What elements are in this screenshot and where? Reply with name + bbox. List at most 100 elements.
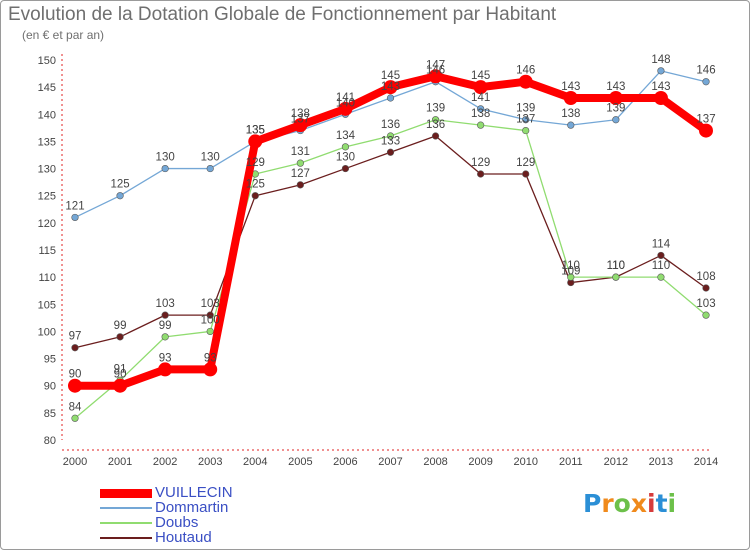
data-label: 143: [561, 81, 580, 93]
legend-swatch: [100, 507, 152, 509]
data-label: 127: [291, 168, 310, 180]
data-label: 146: [696, 65, 715, 77]
data-label: 130: [336, 152, 355, 164]
data-label: 100: [201, 314, 220, 326]
data-point: [431, 116, 440, 124]
y-tick-label: 135: [38, 136, 56, 148]
y-tick-label: 150: [38, 55, 56, 67]
data-label: 138: [471, 108, 490, 120]
data-point: [203, 362, 218, 377]
data-point: [113, 378, 128, 393]
data-point: [206, 327, 214, 336]
y-tick-label: 85: [44, 408, 56, 420]
y-tick-label: 115: [38, 245, 56, 257]
series-line: [74, 135, 707, 349]
legend-label: Doubs: [155, 514, 199, 531]
logo-letter: i: [647, 489, 656, 518]
data-label: 110: [607, 260, 625, 272]
data-label: 130: [201, 152, 220, 164]
data-label: 137: [696, 114, 715, 126]
chart-subtitle: (en € et par an): [22, 28, 105, 42]
data-point: [251, 192, 259, 200]
logo-letter: o: [613, 489, 631, 518]
series-vuillecin: [68, 69, 713, 393]
data-point: [296, 181, 304, 189]
data-label: 110: [562, 260, 580, 272]
x-tick-label: 2009: [468, 456, 492, 468]
data-label: 143: [651, 81, 670, 93]
data-point: [71, 344, 79, 352]
y-tick-label: 145: [38, 82, 56, 94]
data-label: 130: [156, 152, 175, 164]
data-label: 139: [516, 103, 535, 115]
data-point: [477, 170, 485, 178]
legend-label: Houtaud: [155, 529, 212, 546]
data-point: [71, 414, 79, 422]
data-label: 139: [426, 103, 445, 115]
series-houtaud: [71, 132, 710, 352]
data-label: 138: [561, 108, 580, 120]
data-label: 143: [381, 81, 400, 93]
data-point: [518, 74, 533, 89]
data-point: [657, 67, 665, 75]
data-label: 109: [561, 266, 580, 278]
data-label: 139: [606, 103, 625, 115]
data-point: [522, 170, 530, 178]
data-point: [248, 134, 263, 149]
legend-item-doubs: Doubs: [100, 514, 340, 531]
data-label: 136: [381, 119, 400, 131]
data-label: 141: [471, 92, 490, 104]
y-tick-label: 125: [38, 191, 56, 203]
x-tick-label: 2006: [333, 456, 357, 468]
x-tick-label: 2001: [108, 456, 132, 468]
data-label: 135: [246, 124, 265, 136]
data-point: [116, 333, 124, 341]
data-point: [431, 132, 440, 140]
x-tick-label: 2008: [423, 456, 447, 468]
legend-swatch: [100, 537, 152, 539]
data-label: 121: [65, 200, 84, 212]
data-point: [563, 91, 578, 105]
data-label: 103: [156, 298, 175, 310]
data-point: [386, 148, 395, 156]
y-tick-label: 95: [44, 354, 56, 366]
data-point: [68, 378, 82, 393]
data-label: 108: [696, 271, 715, 283]
data-point: [473, 80, 488, 95]
legend-swatch: [100, 488, 152, 498]
data-point: [296, 159, 304, 167]
data-point: [522, 116, 530, 124]
data-label: 90: [69, 369, 82, 381]
data-point: [522, 126, 530, 135]
chart-title: Evolution de la Dotation Globale de Fonc…: [8, 4, 557, 25]
x-tick-label: 2002: [153, 456, 177, 468]
data-point: [657, 251, 665, 260]
data-point: [116, 192, 124, 200]
data-label: 90: [114, 369, 127, 381]
data-point: [338, 101, 353, 116]
logo-letter: i: [667, 489, 677, 518]
logo-letter: r: [601, 489, 614, 518]
data-point: [158, 362, 173, 377]
data-label: 146: [516, 65, 535, 77]
logo-letter: x: [630, 489, 647, 518]
legend-label: Dommartin: [155, 499, 229, 516]
x-tick-label: 2010: [513, 456, 537, 468]
data-label: 99: [159, 320, 172, 332]
data-label: 99: [114, 320, 127, 332]
data-label: 97: [69, 331, 82, 343]
x-tick-label: 2004: [243, 456, 267, 468]
legend-item-houtaud: Houtaud: [100, 529, 340, 546]
data-label: 125: [246, 179, 265, 191]
data-point: [293, 118, 308, 133]
legend-swatch: [100, 522, 152, 524]
logo-letter: t: [655, 489, 668, 518]
data-point: [612, 273, 620, 281]
data-point: [702, 284, 710, 292]
data-point: [428, 69, 443, 84]
data-label: 93: [159, 352, 172, 364]
data-point: [477, 121, 485, 129]
data-point: [383, 80, 398, 95]
data-label: 129: [471, 157, 490, 169]
